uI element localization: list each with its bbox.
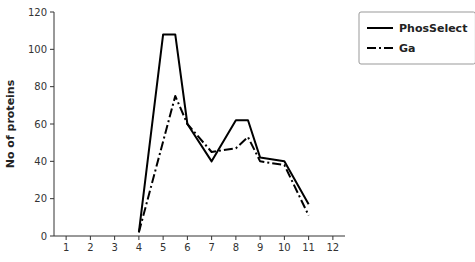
chart: 123456789101112020406080100120No of prot…: [0, 0, 475, 262]
legend-box: [359, 12, 475, 64]
x-tick-label: 7: [208, 242, 214, 253]
legend-swatch: [367, 47, 393, 49]
legend: PhosSelect Ga: [359, 12, 475, 64]
y-tick: [50, 49, 54, 50]
x-tick-label: 8: [233, 242, 239, 253]
x-tick: [260, 236, 261, 240]
x-tick-label: 9: [257, 242, 263, 253]
lines: [139, 34, 309, 232]
y-tick-label: 40: [34, 156, 47, 167]
x-tick: [332, 236, 333, 240]
x-tick-label: 6: [184, 242, 190, 253]
x-tick-label: 10: [278, 242, 291, 253]
y-tick: [50, 161, 54, 162]
x-tick: [284, 236, 285, 240]
x-tick: [163, 236, 164, 240]
axes: 123456789101112020406080100120: [28, 7, 345, 254]
x-tick-label: 1: [63, 242, 69, 253]
x-tick-label: 11: [302, 242, 315, 253]
x-tick: [211, 236, 212, 240]
x-tick-label: 5: [160, 242, 166, 253]
x-tick: [138, 236, 139, 240]
legend-label: Ga: [399, 42, 415, 55]
y-tick-label: 120: [28, 7, 47, 18]
series-line: [139, 34, 309, 232]
legend-swatch: [367, 27, 393, 29]
series-line: [139, 96, 309, 232]
x-tick-label: 12: [327, 242, 340, 253]
y-tick: [50, 236, 54, 237]
x-tick: [114, 236, 115, 240]
y-tick-label: 60: [34, 119, 47, 130]
x-tick-label: 3: [111, 242, 117, 253]
x-tick-label: 4: [136, 242, 142, 253]
y-tick-label: 100: [28, 44, 47, 55]
y-tick: [50, 124, 54, 125]
y-tick-label: 0: [41, 231, 47, 242]
x-tick: [90, 236, 91, 240]
y-tick: [50, 86, 54, 87]
y-axis-label: No of proteins: [4, 79, 17, 168]
x-tick: [187, 236, 188, 240]
y-tick-label: 20: [34, 193, 47, 204]
y-tick: [50, 198, 54, 199]
y-tick: [50, 12, 54, 13]
x-tick: [66, 236, 67, 240]
x-axis-line: [54, 236, 345, 237]
x-tick-label: 2: [87, 242, 93, 253]
y-tick-label: 80: [34, 81, 47, 92]
x-tick: [308, 236, 309, 240]
x-tick: [235, 236, 236, 240]
legend-label: PhosSelect: [399, 22, 467, 35]
